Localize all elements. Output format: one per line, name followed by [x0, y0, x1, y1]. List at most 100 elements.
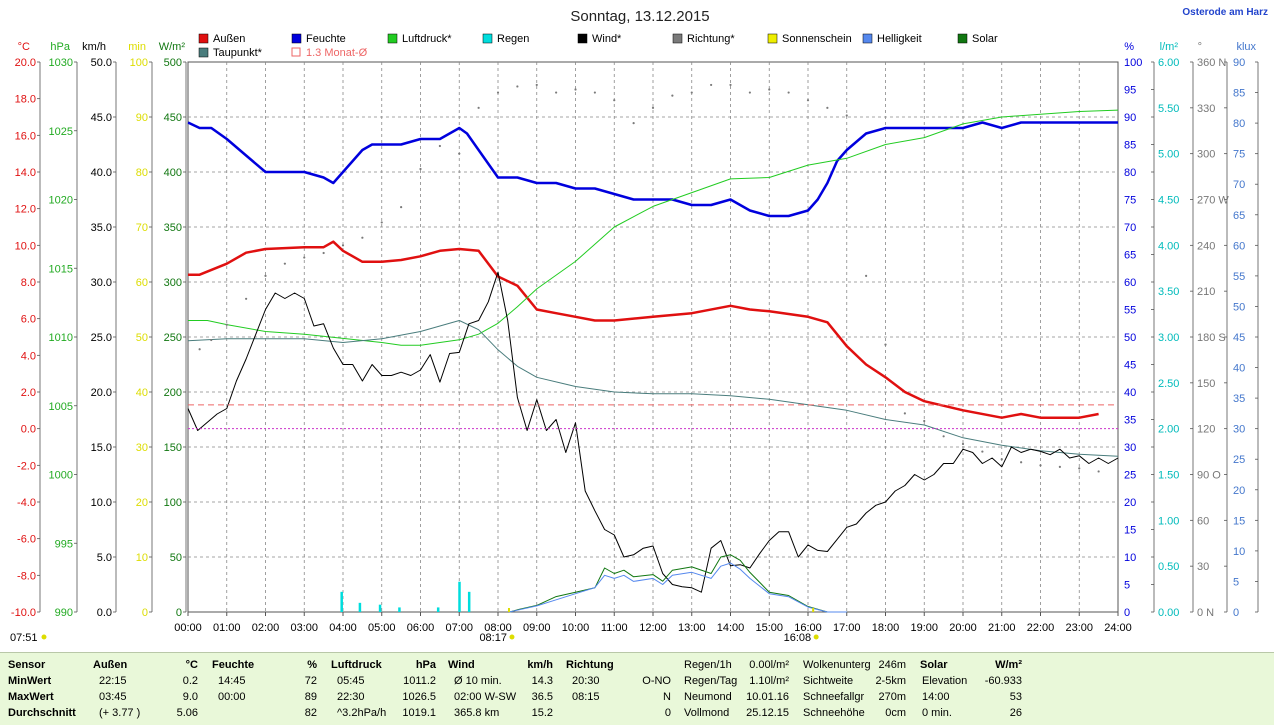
wind-axis-tick: 10.0 — [91, 497, 112, 509]
direction-point — [477, 106, 480, 109]
group-unit: hPa — [415, 659, 436, 671]
rain-axis-tick: 3.50 — [1158, 286, 1179, 298]
group-header: Feuchte — [212, 659, 255, 671]
info-value: 246m — [878, 659, 906, 671]
min-axis-tick: 10 — [136, 552, 148, 564]
series-layer — [187, 83, 1119, 613]
min-axis-tick: 80 — [136, 167, 148, 179]
direction-point — [768, 88, 771, 91]
direction-point — [341, 244, 345, 247]
direction-point — [516, 85, 519, 88]
humidity-axis-tick: 20 — [1124, 497, 1136, 509]
direction-axis-tick: 120 — [1197, 424, 1215, 436]
rain-axis-tick: 2.50 — [1158, 378, 1179, 390]
direction-axis-tick: 330 — [1197, 103, 1215, 115]
direction-axis-tick: 30 — [1197, 561, 1209, 573]
group-header: Außen — [93, 659, 128, 671]
axis-header-hum: % — [1124, 41, 1134, 53]
lux-axis-tick: 10 — [1233, 546, 1245, 558]
direction-point — [322, 251, 325, 255]
stat-time: 22:15 — [99, 675, 127, 687]
direction-axis-tick: 180 S — [1197, 332, 1226, 344]
stat-value: 14.3 — [531, 675, 553, 687]
wind-axis-tick: 5.0 — [97, 552, 112, 564]
direction-point — [651, 106, 655, 109]
rain-axis-tick: 3.00 — [1158, 332, 1179, 344]
rain-bar — [358, 602, 362, 612]
temp-axis-tick: 10.0 — [15, 240, 36, 252]
series-taupunkt — [187, 320, 1119, 457]
stat-time: 05:45 — [337, 675, 365, 687]
stat-value: 36.5 — [531, 691, 553, 703]
min-axis-tick: 50 — [136, 332, 148, 344]
direction-point — [632, 122, 635, 125]
direction-axis-tick: 240 — [1197, 240, 1215, 252]
sun-markers: 07:51 08:17 16:08 — [10, 608, 819, 644]
stat-value: 53 — [1009, 691, 1022, 703]
series-luftdruck — [188, 109, 1119, 346]
humidity-axis-tick: 75 — [1124, 195, 1136, 207]
rain-bar — [398, 607, 401, 612]
direction-point — [555, 91, 558, 94]
rain-axis-tick: 2.00 — [1158, 424, 1179, 436]
left-axes: 20.0 18.0 16.0 14.0 12.0 10.0 8.0 6.0 4.0 2.0 0.0 -… — [11, 57, 187, 619]
humidity-axis-tick: 25 — [1124, 470, 1136, 482]
info-value: 0cm — [885, 707, 906, 719]
moon-icon — [41, 634, 47, 640]
lux-axis-tick: 60 — [1233, 240, 1245, 252]
x-tick: 24:00 — [1104, 622, 1132, 634]
axis-header-solar: W/m² — [159, 41, 186, 53]
temp-axis-tick: 20.0 — [15, 57, 36, 69]
min-axis-tick: 90 — [136, 112, 148, 124]
humidity-axis-tick: 0 — [1124, 607, 1130, 619]
info-label: Sichtweite — [803, 675, 854, 687]
x-tick: 20:00 — [949, 622, 977, 634]
temp-axis-tick: 2.0 — [21, 387, 36, 399]
legend-label-taupunkt: Taupunkt* — [213, 47, 263, 59]
x-tick: 11:00 — [601, 622, 628, 634]
direction-point — [942, 435, 945, 438]
stat-time: 14:45 — [218, 675, 246, 687]
humidity-axis-tick: 55 — [1124, 305, 1136, 317]
temp-axis-tick: 4.0 — [21, 350, 36, 362]
row-label: Durchschnitt — [8, 707, 76, 719]
axis-header-rain: l/m² — [1160, 41, 1179, 53]
wind-axis-tick: 25.0 — [91, 332, 112, 344]
direction-point — [1058, 465, 1061, 468]
direction-point — [710, 83, 713, 87]
legend: Außen Feuchte Luftdruck* Regen Wind* Richtung… — [198, 33, 998, 59]
pressure-axis-tick: 995 — [55, 538, 73, 550]
x-tick: 21:00 — [988, 622, 1016, 634]
direction-point — [593, 91, 596, 94]
direction-point — [671, 94, 674, 97]
wind-axis-tick: 20.0 — [91, 387, 112, 399]
x-tick: 12:00 — [639, 622, 667, 634]
lux-axis-tick: 40 — [1233, 363, 1245, 375]
humidity-axis-tick: 5 — [1124, 580, 1130, 592]
weather-chart: Sonntag, 13.12.2015 Osterode am Harz Auß… — [10, 7, 1268, 644]
solar-axis-tick: 450 — [164, 112, 182, 124]
info-value: 2-5km — [875, 675, 906, 687]
direction-point — [419, 167, 422, 171]
x-tick: 02:00 — [252, 622, 280, 634]
direction-point — [380, 221, 383, 224]
x-tick: 13:00 — [678, 622, 706, 634]
stat-time: 0 min. — [922, 707, 952, 719]
rain-axis-tick: 4.00 — [1158, 240, 1179, 252]
humidity-axis-tick: 80 — [1124, 167, 1136, 179]
rain-axis-tick: 0.50 — [1158, 561, 1179, 573]
stat-value: 72 — [304, 675, 317, 687]
wind-axis-tick: 0.0 — [97, 607, 112, 619]
series-außen — [188, 240, 1099, 419]
direction-point — [923, 419, 926, 423]
temp-axis-tick: 6.0 — [21, 314, 36, 326]
wind-axis-tick: 15.0 — [91, 442, 112, 454]
direction-point — [1039, 464, 1042, 467]
series-wind — [187, 271, 1119, 593]
direction-point — [787, 91, 790, 94]
pressure-axis-tick: 1025 — [49, 126, 73, 138]
lux-axis-tick: 90 — [1233, 57, 1245, 69]
legend-label-feuchte: Feuchte — [306, 33, 346, 45]
direction-point — [961, 442, 965, 446]
legend-label-solar: Solar — [972, 33, 998, 45]
